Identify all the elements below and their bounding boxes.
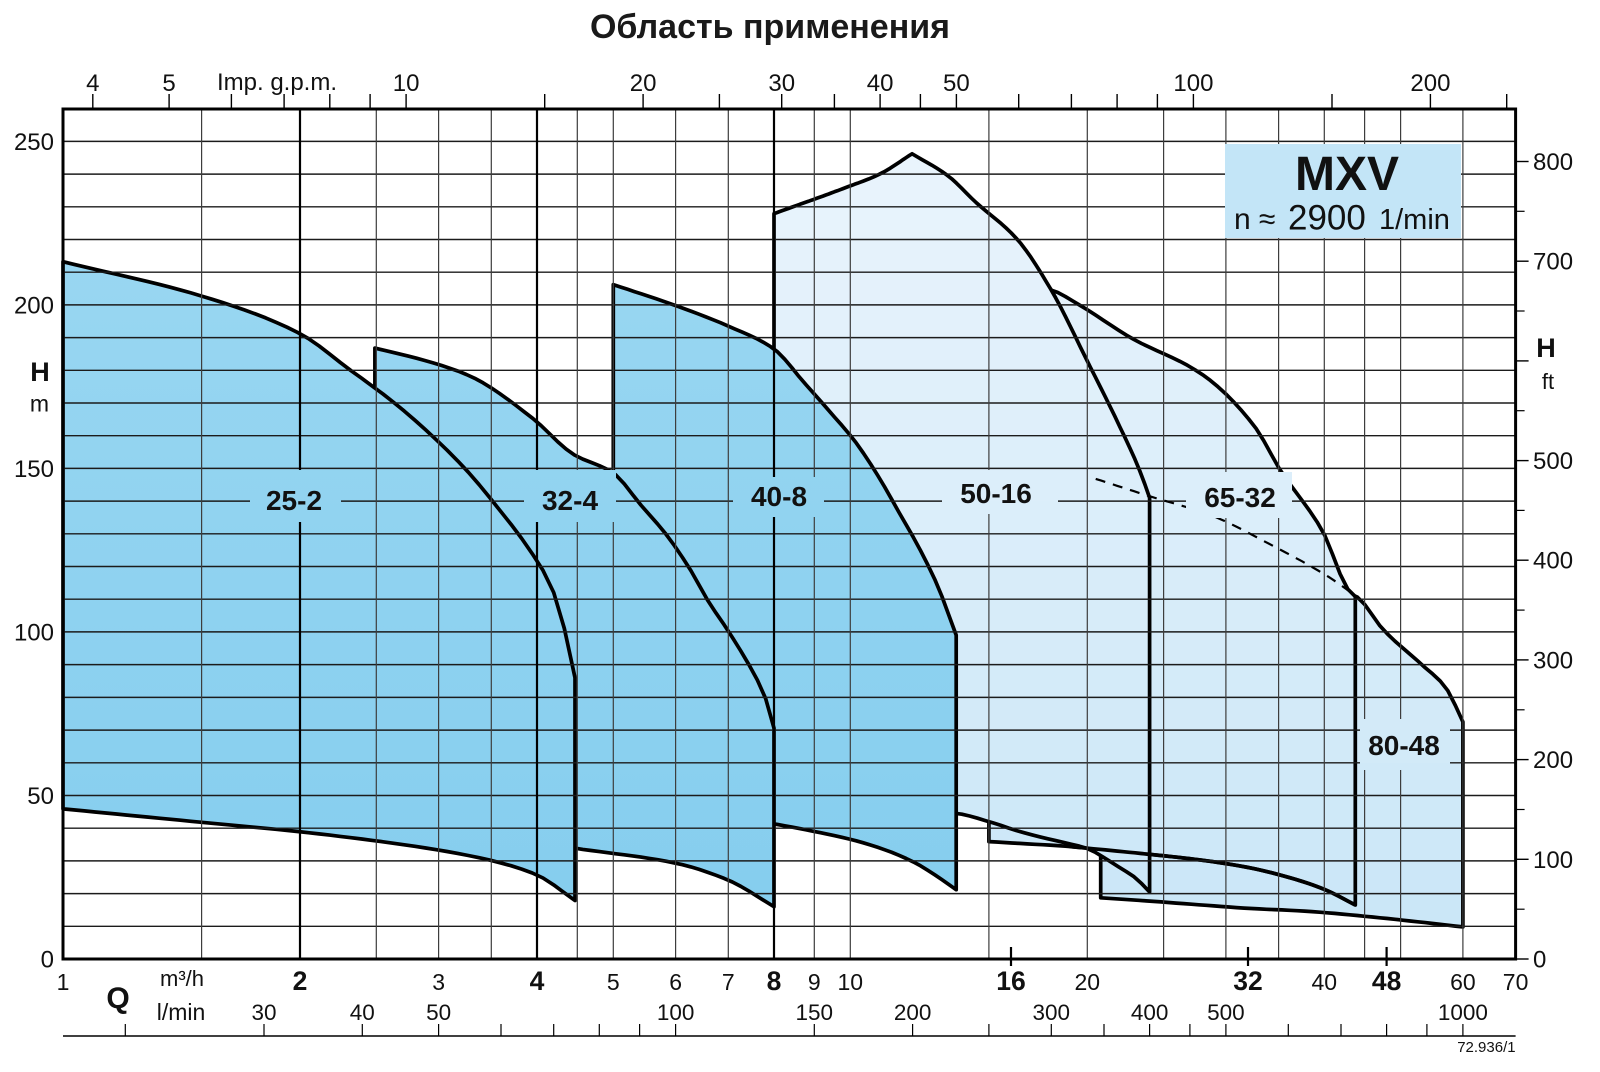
svg-text:1000: 1000 [1438,1000,1488,1025]
svg-text:200: 200 [1410,70,1450,97]
svg-text:5: 5 [162,70,175,97]
svg-text:72.936/1: 72.936/1 [1457,1039,1515,1056]
svg-text:100: 100 [1533,847,1573,874]
svg-text:500: 500 [1533,448,1573,475]
svg-text:m³/h: m³/h [160,966,204,991]
svg-text:l/min: l/min [157,999,206,1025]
svg-text:MXV: MXV [1295,148,1399,201]
svg-text:8: 8 [767,966,782,996]
svg-text:800: 800 [1533,149,1573,176]
svg-text:100: 100 [657,1000,695,1025]
svg-text:50: 50 [943,70,970,97]
svg-text:1/min: 1/min [1379,204,1450,236]
svg-text:3: 3 [432,969,445,995]
svg-text:4: 4 [86,70,99,97]
svg-text:65-32: 65-32 [1204,482,1276,513]
svg-text:48: 48 [1372,966,1401,996]
svg-text:6: 6 [669,969,682,995]
svg-text:9: 9 [808,969,821,995]
svg-text:200: 200 [894,1000,932,1025]
svg-text:n ≈: n ≈ [1234,203,1275,236]
svg-text:200: 200 [1533,747,1573,774]
svg-text:50: 50 [426,1000,451,1025]
svg-text:Q: Q [106,982,129,1015]
svg-text:40: 40 [867,70,894,97]
svg-text:25-2: 25-2 [266,485,322,516]
svg-text:ft: ft [1542,369,1554,394]
svg-text:100: 100 [1173,70,1213,97]
svg-text:70: 70 [1503,969,1529,995]
svg-text:32: 32 [1233,966,1262,996]
svg-text:32-4: 32-4 [542,485,598,516]
svg-text:100: 100 [14,619,54,646]
svg-text:60: 60 [1450,969,1476,995]
svg-text:300: 300 [1033,1000,1071,1025]
svg-text:50: 50 [27,783,54,810]
svg-text:400: 400 [1131,1000,1169,1025]
svg-text:40: 40 [350,1000,375,1025]
svg-text:40: 40 [1312,969,1338,995]
svg-text:200: 200 [14,292,54,319]
svg-text:1: 1 [57,969,70,995]
svg-text:0: 0 [41,947,54,974]
svg-text:150: 150 [796,1000,834,1025]
svg-text:50-16: 50-16 [960,478,1032,509]
svg-text:Область применения: Область применения [590,8,950,46]
svg-text:500: 500 [1207,1000,1245,1025]
svg-text:10: 10 [838,969,864,995]
svg-text:Imp. g.p.m.: Imp. g.p.m. [217,69,337,96]
svg-text:20: 20 [630,70,657,97]
svg-text:m: m [30,391,49,417]
svg-text:30: 30 [251,1000,276,1025]
svg-text:30: 30 [768,70,795,97]
svg-text:250: 250 [14,129,54,156]
svg-text:0: 0 [1533,947,1546,974]
svg-text:2900: 2900 [1288,199,1366,238]
svg-text:700: 700 [1533,249,1573,276]
svg-text:10: 10 [393,70,420,97]
svg-text:4: 4 [530,966,545,996]
svg-text:7: 7 [722,969,735,995]
svg-text:300: 300 [1533,647,1573,674]
svg-text:H: H [30,357,50,387]
svg-text:400: 400 [1533,548,1573,575]
svg-text:5: 5 [607,969,620,995]
svg-text:80-48: 80-48 [1368,730,1440,761]
svg-text:16: 16 [996,966,1025,996]
svg-text:20: 20 [1075,969,1101,995]
svg-text:2: 2 [293,966,308,996]
svg-text:40-8: 40-8 [751,481,807,512]
svg-text:150: 150 [14,456,54,483]
svg-text:H: H [1536,333,1556,363]
